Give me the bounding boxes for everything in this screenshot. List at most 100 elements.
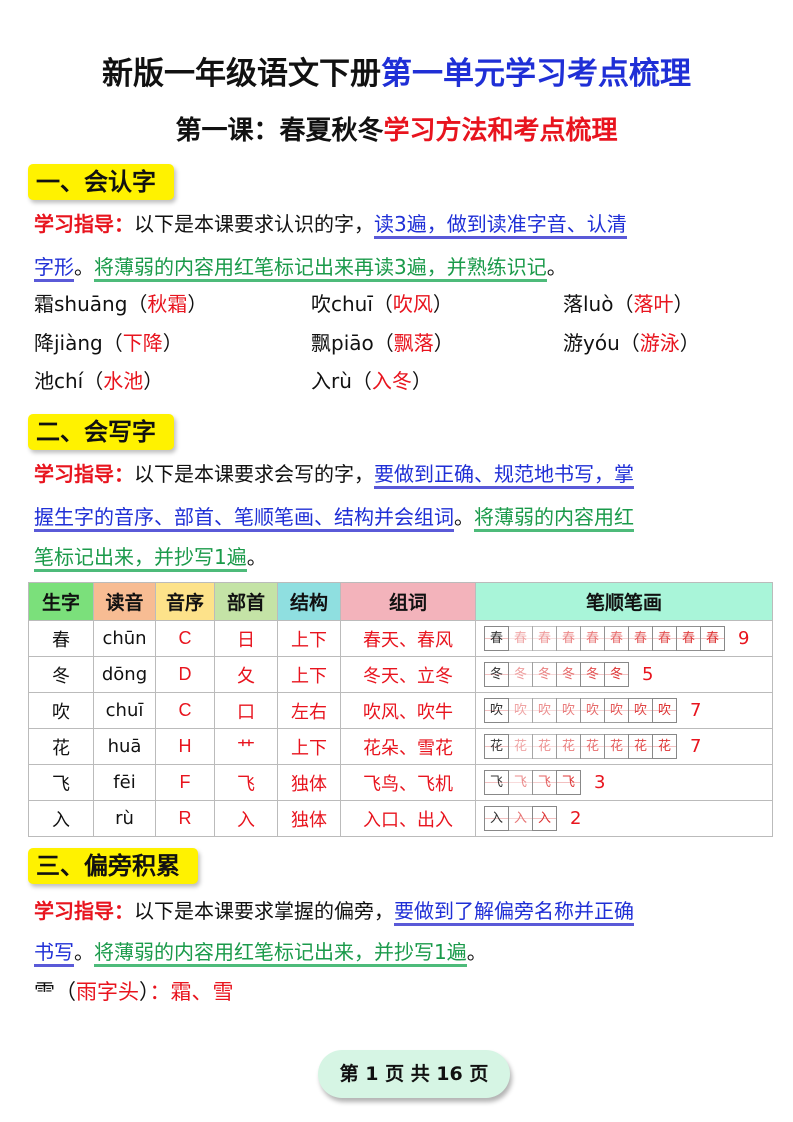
- word-item: 游yóu（游泳）: [563, 331, 700, 355]
- pinyin-cell: fēi: [93, 764, 156, 801]
- stroke-step: 飞: [508, 770, 533, 795]
- stroke-step: 春: [532, 626, 557, 651]
- guidance-1-line-1: 学习指导：以下是本课要求认识的字，读3遍，做到读准字音、认清: [34, 210, 627, 239]
- words-cell: 花朵、雪花: [340, 728, 476, 765]
- pinyin-cell: chuī: [93, 692, 156, 729]
- word-item: 落luò（落叶）: [563, 292, 694, 316]
- subtitle-red: 学习方法和考点梳理: [383, 116, 618, 146]
- guidance-label: 学习指导：: [34, 899, 134, 923]
- punct: 。: [466, 940, 487, 964]
- stroke-step: 花: [604, 734, 629, 759]
- structure-cell: 独体: [277, 800, 341, 837]
- word-item: 入rù（入冬）: [311, 369, 432, 393]
- stroke-step: 花: [532, 734, 557, 759]
- radical-cell: 入: [214, 800, 278, 837]
- title-blue: 第一单元学习考点梳理: [381, 56, 691, 92]
- punct: 。: [74, 940, 94, 964]
- guidance-text: 以下是本课要求会写的字，: [134, 462, 374, 486]
- words-cell: 吹风、吹牛: [340, 692, 476, 729]
- words-cell: 春天、春风: [340, 620, 476, 657]
- words-cell: 入口、出入: [340, 800, 476, 837]
- stroke-step: 春: [628, 626, 653, 651]
- stroke-count: 3: [594, 772, 606, 793]
- word-example: 游泳: [639, 331, 680, 355]
- structure-cell: 上下: [277, 728, 341, 765]
- blue-underlined: 书写: [34, 940, 74, 967]
- char-cell: 吹: [28, 692, 94, 729]
- word-example: 秋霜: [147, 292, 188, 316]
- section-header-2: 二、会写字: [28, 414, 174, 450]
- stroke-step: 吹: [508, 698, 533, 723]
- word-example: 落叶: [633, 292, 674, 316]
- subtitle-black: 第一课：春夏秋冬: [175, 116, 384, 146]
- stroke-step: 飞: [556, 770, 581, 795]
- word-item: 池chí（水池）: [34, 369, 164, 393]
- stroke-step: 冬: [604, 662, 629, 687]
- stroke-step: 入: [508, 806, 533, 831]
- initial-cell: H: [155, 728, 215, 765]
- pinyin-cell: huā: [93, 728, 156, 765]
- char-cell: 入: [28, 800, 94, 837]
- stroke-step: 吹: [556, 698, 581, 723]
- stroke-count: 2: [570, 808, 582, 829]
- word-item: 降jiàng（下降）: [34, 331, 183, 355]
- punct: 。: [246, 545, 267, 569]
- green-underlined: 将薄弱的内容用红: [474, 505, 634, 532]
- char-cell: 飞: [28, 764, 94, 801]
- stroke-step: 花: [556, 734, 581, 759]
- guidance-text: 以下是本课要求认识的字，: [134, 212, 374, 236]
- page-subtitle: 第一课：春夏秋冬学习方法和考点梳理: [0, 110, 793, 147]
- title-black: 新版一年级语文下册: [102, 56, 381, 92]
- pinyin-cell: rù: [93, 800, 156, 837]
- word-pinyin: luò: [583, 292, 614, 316]
- stroke-step: 冬: [532, 662, 557, 687]
- structure-cell: 上下: [277, 620, 341, 657]
- char-cell: 春: [28, 620, 94, 657]
- guidance-3-line-2: 书写。将薄弱的内容用红笔标记出来，并抄写1遍。: [34, 938, 487, 967]
- initial-cell: F: [155, 764, 215, 801]
- word-item: 吹chuī（吹风）: [311, 292, 453, 316]
- stroke-step: 冬: [484, 662, 509, 687]
- column-header: 读音: [93, 582, 156, 621]
- structure-cell: 左右: [277, 692, 341, 729]
- punct: 。: [74, 255, 94, 279]
- column-header: 结构: [277, 582, 341, 621]
- word-pinyin: piāo: [331, 331, 374, 355]
- stroke-step: 春: [556, 626, 581, 651]
- blue-underlined: 要做到正确、规范地书写，掌: [374, 462, 634, 489]
- stroke-step: 入: [532, 806, 557, 831]
- stroke-step: 冬: [556, 662, 581, 687]
- words-cell: 冬天、立冬: [340, 656, 476, 693]
- punct: 。: [546, 255, 567, 279]
- word-example: 飘落: [393, 331, 434, 355]
- word-example: 入冬: [371, 369, 412, 393]
- stroke-step: 花: [580, 734, 605, 759]
- radical-cell: 口: [214, 692, 278, 729]
- stroke-step: 飞: [532, 770, 557, 795]
- guidance-text: 以下是本课要求掌握的偏旁，: [134, 899, 394, 923]
- word-example: 水池: [103, 369, 144, 393]
- radical-cell: 日: [214, 620, 278, 657]
- green-underlined: 将薄弱的内容用红笔标记出来再读3遍，并熟练识记: [94, 255, 547, 282]
- word-pinyin: yóu: [583, 331, 620, 355]
- word-char: 霜: [34, 292, 54, 316]
- word-pinyin: shuāng: [54, 292, 128, 316]
- column-header: 音序: [155, 582, 215, 621]
- word-pinyin: chí: [54, 369, 84, 393]
- word-char: 降: [34, 331, 54, 355]
- stroke-step: 入: [484, 806, 509, 831]
- word-example: 下降: [122, 331, 163, 355]
- column-header: 组词: [340, 582, 476, 621]
- column-header: 部首: [214, 582, 278, 621]
- page-number: 第 1 页 共 16 页: [318, 1050, 510, 1098]
- stroke-step: 春: [484, 626, 509, 651]
- stroke-count: 9: [738, 628, 750, 649]
